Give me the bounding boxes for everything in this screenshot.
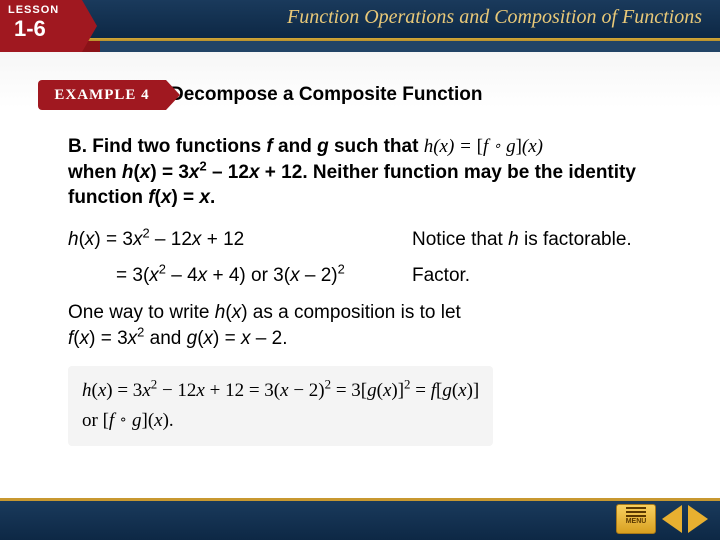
example-title: Decompose a Composite Function — [170, 84, 482, 106]
var-x: x — [140, 162, 151, 183]
footer-bar: MENU — [0, 498, 720, 540]
next-button[interactable] — [688, 505, 708, 533]
header-bar: LESSON 1-6 Function Operations and Compo… — [0, 0, 720, 38]
prev-button[interactable] — [662, 505, 682, 533]
equation-box: h(x) = 3x2 − 12x + 12 = 3(x − 2)2 = 3[g(… — [68, 366, 493, 447]
var-x: x — [189, 162, 200, 183]
var-x: x — [249, 162, 260, 183]
text: when — [68, 162, 122, 183]
lesson-badge: LESSON 1-6 — [0, 0, 82, 52]
slide-container: LESSON 1-6 Function Operations and Compo… — [0, 0, 720, 540]
menu-icon — [626, 507, 646, 509]
part-label: B. — [68, 136, 87, 157]
menu-button[interactable]: MENU — [616, 504, 656, 534]
lesson-label: LESSON — [0, 0, 82, 16]
chapter-title: Function Operations and Composition of F… — [287, 6, 702, 29]
composition-expr: h(x) = [f ∘ g](x) — [424, 134, 543, 160]
text: Find two functions — [92, 136, 266, 157]
text: + 12. — [260, 162, 308, 183]
example-label: EXAMPLE 4 — [54, 87, 149, 104]
sub-header-bar — [0, 41, 720, 52]
equation-line-2: or [f ∘ g](x). — [82, 410, 174, 431]
nav-controls: MENU — [616, 504, 708, 534]
step-row: h(x) = 3x2 – 12x + 12 Notice that h is f… — [68, 227, 662, 253]
step-note: Notice that h is factorable. — [412, 227, 662, 253]
step-math: = 3(x2 – 4x + 4) or 3(x – 2)2 — [68, 263, 388, 289]
conclusion-text: One way to write h(x) as a composition i… — [68, 300, 662, 351]
text: and — [273, 136, 317, 157]
var-h: h — [122, 162, 134, 183]
text: ) = 3 — [150, 162, 189, 183]
step-math: h(x) = 3x2 – 12x + 12 — [68, 227, 388, 253]
step-note: Factor. — [412, 263, 662, 289]
example-tab: EXAMPLE 4 — [38, 80, 166, 110]
menu-label: MENU — [626, 518, 647, 525]
content-area: B. Find two functions f and g such that … — [0, 116, 720, 446]
exp: 2 — [200, 158, 207, 173]
text: – 12 — [207, 162, 249, 183]
text: such that — [329, 136, 424, 157]
lesson-number: 1-6 — [0, 16, 82, 42]
problem-statement: B. Find two functions f and g such that … — [68, 134, 662, 211]
example-header: EXAMPLE 4 Decompose a Composite Function — [0, 80, 720, 116]
var-g: g — [317, 136, 329, 157]
equation-line-1: h(x) = 3x2 − 12x + 12 = 3(x − 2)2 = 3[g(… — [82, 380, 479, 401]
step-row: = 3(x2 – 4x + 4) or 3(x – 2)2 Factor. — [68, 263, 662, 289]
